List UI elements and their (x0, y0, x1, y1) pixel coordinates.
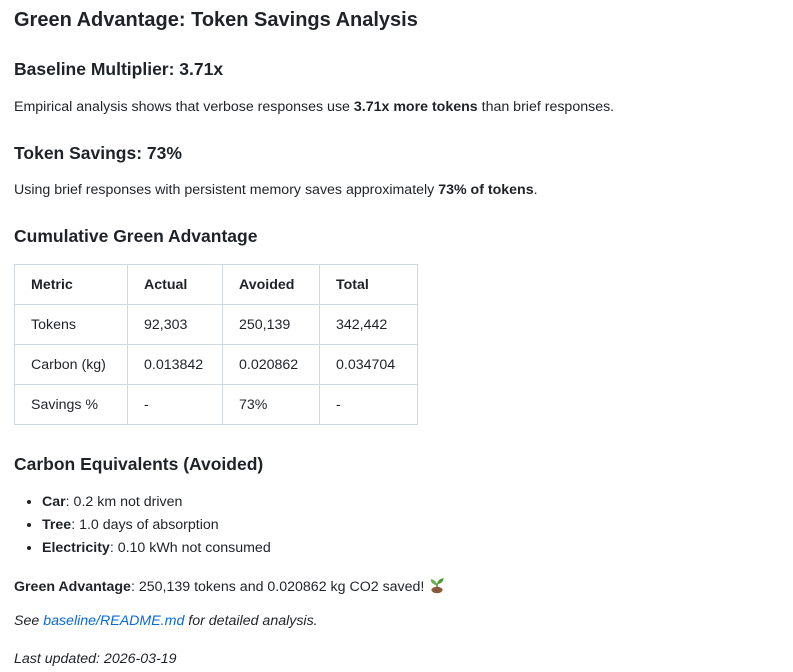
savings-heading: Token Savings: 73% (14, 143, 182, 163)
green-advantage-paragraph: Green Advantage: 250,139 tokens and 0.02… (14, 576, 446, 598)
green-advantage-label: Green Advantage (14, 579, 131, 595)
see-text-pre: See (14, 613, 44, 629)
equivalents-list: Car: 0.2 km not driven Tree: 1.0 days of… (14, 491, 271, 559)
baseline-heading: Baseline Multiplier: 3.71x (14, 59, 224, 79)
baseline-text-bold: 3.71x more tokens (353, 99, 478, 115)
table-cell: 92,303 (127, 304, 223, 345)
last-updated: Last updated: 2026-03-19 (14, 651, 177, 667)
list-item: Electricity: 0.10 kWh not consumed (42, 537, 271, 560)
header-total: Total (319, 264, 418, 305)
savings-text-post: . (533, 182, 538, 198)
header-avoided: Avoided (222, 264, 320, 305)
equivalents-heading: Carbon Equivalents (Avoided) (14, 454, 264, 474)
table-cell: - (319, 384, 418, 425)
list-item-text: : 0.2 km not driven (65, 494, 183, 510)
header-actual: Actual (127, 264, 223, 305)
cumulative-table: Metric Actual Avoided Total Tokens 92,30… (14, 264, 418, 425)
list-item-label: Electricity (42, 539, 110, 556)
savings-text-bold: 73% of tokens (438, 182, 534, 198)
table-cell: 250,139 (222, 304, 320, 345)
table-row: Tokens 92,303 250,139 342,442 (14, 304, 418, 345)
table-cell: Tokens (14, 304, 128, 345)
baseline-paragraph: Empirical analysis shows that verbose re… (14, 99, 614, 115)
list-item-label: Tree (42, 516, 72, 533)
table-cell: - (127, 384, 223, 425)
table-row: Savings % - 73% - (14, 384, 418, 425)
savings-paragraph: Using brief responses with persistent me… (14, 182, 538, 198)
table-cell: 342,442 (319, 304, 418, 345)
see-paragraph: See baseline/README.md for detailed anal… (14, 613, 318, 629)
list-item: Car: 0.2 km not driven (42, 491, 271, 514)
table-cell: Carbon (kg) (14, 344, 128, 385)
list-item-label: Car (42, 494, 66, 510)
table-cell: Savings % (14, 384, 128, 425)
see-text-post: for detailed analysis. (184, 613, 318, 629)
cumulative-heading: Cumulative Green Advantage (14, 226, 258, 246)
green-advantage-text: : 250,139 tokens and 0.020862 kg CO2 sav… (130, 579, 425, 595)
list-item-text: : 0.10 kWh not consumed (109, 539, 271, 556)
page-title: Green Advantage: Token Savings Analysis (14, 9, 418, 31)
table-cell: 73% (222, 384, 320, 425)
savings-text-pre: Using brief responses with persistent me… (14, 182, 439, 198)
list-item: Tree: 1.0 days of absorption (42, 514, 271, 537)
sprout-icon (428, 576, 446, 598)
table-cell: 0.034704 (319, 344, 418, 385)
baseline-text-pre: Empirical analysis shows that verbose re… (14, 99, 354, 115)
baseline-text-post: than brief responses. (477, 99, 615, 115)
table-row: Carbon (kg) 0.013842 0.020862 0.034704 (14, 344, 418, 385)
header-metric: Metric (14, 264, 128, 305)
readme-link[interactable]: baseline/README.md (43, 613, 185, 629)
table-cell: 0.013842 (127, 344, 223, 385)
table-header-row: Metric Actual Avoided Total (14, 264, 418, 305)
list-item-text: : 1.0 days of absorption (71, 516, 219, 533)
table-cell: 0.020862 (222, 344, 320, 385)
